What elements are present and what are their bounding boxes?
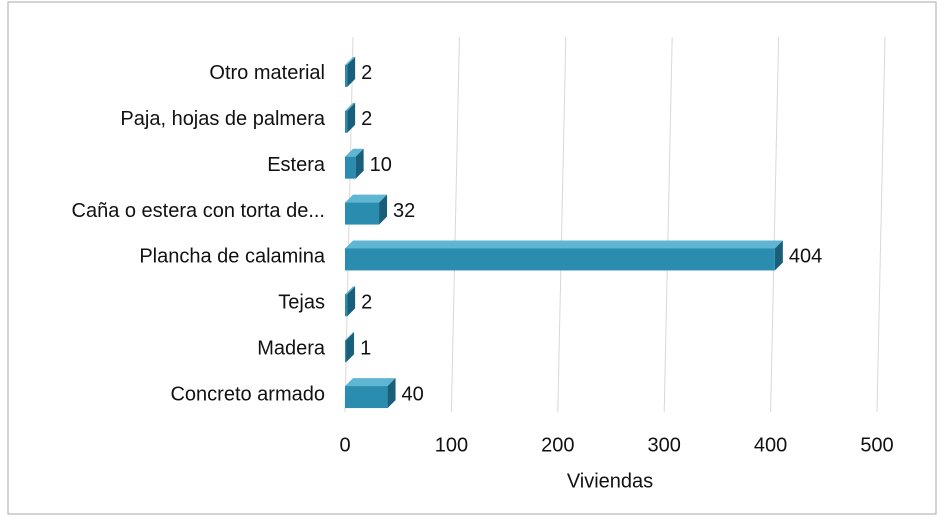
bar-face <box>345 386 388 409</box>
y-tick-label: Plancha de calamina <box>139 246 326 268</box>
bar-face <box>345 240 783 249</box>
bar-face <box>345 248 775 271</box>
value-label: 2 <box>361 62 372 84</box>
grid-line <box>663 36 673 413</box>
bar-face <box>347 286 356 317</box>
bar-face <box>387 378 396 409</box>
y-tick-label: Paja, hojas de palmera <box>120 108 325 130</box>
y-tick-label: Caña o estera con torta de... <box>72 200 326 222</box>
bar-face <box>774 240 783 271</box>
bar-face <box>346 332 355 363</box>
bar <box>345 378 396 409</box>
x-tick-label: 400 <box>754 434 787 456</box>
value-label: 32 <box>393 200 415 222</box>
x-tick-label: 500 <box>860 434 893 456</box>
bar <box>345 194 388 225</box>
value-label: 2 <box>361 108 372 130</box>
value-label: 1 <box>360 337 371 359</box>
bar-face <box>345 156 356 179</box>
bar-face <box>345 294 348 317</box>
x-tick-label: 300 <box>648 434 681 456</box>
x-tick-label: 200 <box>541 434 574 456</box>
x-tick-label: 100 <box>435 434 468 456</box>
bar-face <box>345 340 347 363</box>
value-label: 2 <box>361 292 372 314</box>
grid-line <box>450 36 460 413</box>
y-tick-label: Madera <box>257 337 326 359</box>
bar-face <box>345 378 396 387</box>
y-tick-label: Tejas <box>278 292 325 314</box>
bar <box>345 148 364 179</box>
grid-line <box>876 36 886 413</box>
bar <box>345 56 356 87</box>
bar-face <box>345 102 356 111</box>
value-label: 40 <box>402 383 424 405</box>
bar <box>345 102 356 133</box>
bar <box>345 240 783 271</box>
bar-face <box>345 332 355 341</box>
bar-face <box>345 56 356 65</box>
bar-face <box>345 64 348 87</box>
bar-face <box>347 56 356 87</box>
y-tick-label: Otro material <box>209 62 325 84</box>
bar-face <box>347 102 356 133</box>
bar-face <box>345 148 364 157</box>
bar-face <box>355 148 364 179</box>
bar <box>345 286 356 317</box>
y-tick-label: Concreto armado <box>170 383 325 405</box>
value-label: 10 <box>370 154 392 176</box>
value-label: 404 <box>789 246 822 268</box>
bar-face <box>345 110 348 133</box>
grid-line <box>557 36 567 413</box>
grid-line <box>770 36 780 413</box>
bar-face <box>345 286 356 295</box>
bar <box>345 332 355 363</box>
x-axis-label: Viviendas <box>567 470 653 492</box>
y-tick-label: Estera <box>267 154 326 176</box>
x-tick-label: 0 <box>339 434 350 456</box>
bar-face <box>345 202 380 225</box>
bar-face <box>379 194 388 225</box>
bar-face <box>345 194 388 203</box>
